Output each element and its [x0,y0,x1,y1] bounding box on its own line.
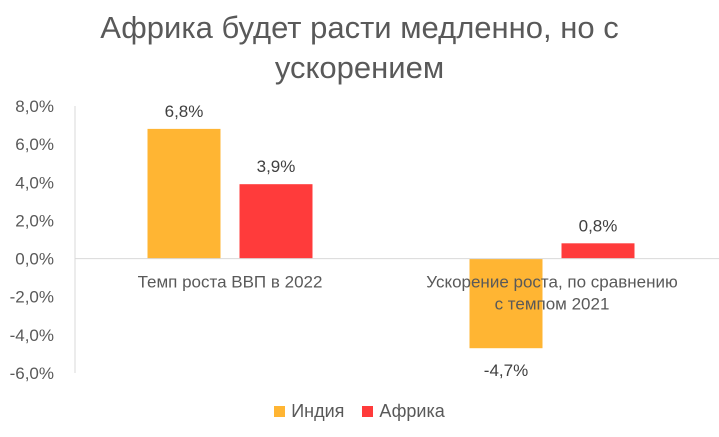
legend-swatch-africa [362,406,374,417]
chart-title-line-1: Африка будет расти медленно, но с [100,10,619,45]
category-label: с темпом 2021 [495,295,610,314]
legend: Индия Африка [0,401,719,422]
bar-africa [561,243,635,259]
data-label: 6,8% [165,102,204,121]
bar-india [147,128,221,259]
y-tick-label: 0,0% [15,250,54,269]
y-tick-label: -2,0% [10,288,54,307]
data-label: 3,9% [257,157,296,176]
chart-title-line-2: ускорением [274,50,445,85]
y-tick-label: 2,0% [15,211,54,230]
chart-title: Африка будет расти медленно, но с ускоре… [0,8,719,88]
y-tick-label: -6,0% [10,364,54,383]
category-label: Ускорение роста, по сравнению [426,273,678,292]
legend-swatch-india [274,406,286,417]
y-tick-label: 6,0% [15,135,54,154]
bar-india [469,258,543,349]
category-label: Темп роста ВВП в 2022 [138,273,323,292]
legend-label-india: Индия [291,401,345,421]
data-label: 0,8% [579,216,618,235]
legend-item-india: Индия [274,401,344,422]
bar-africa [239,184,313,259]
y-tick-label: 8,0% [15,97,54,116]
legend-item-africa: Африка [362,401,445,422]
data-label: -4,7% [484,361,528,380]
legend-label-africa: Африка [379,401,445,421]
y-tick-label: 4,0% [15,173,54,192]
y-tick-label: -4,0% [10,326,54,345]
